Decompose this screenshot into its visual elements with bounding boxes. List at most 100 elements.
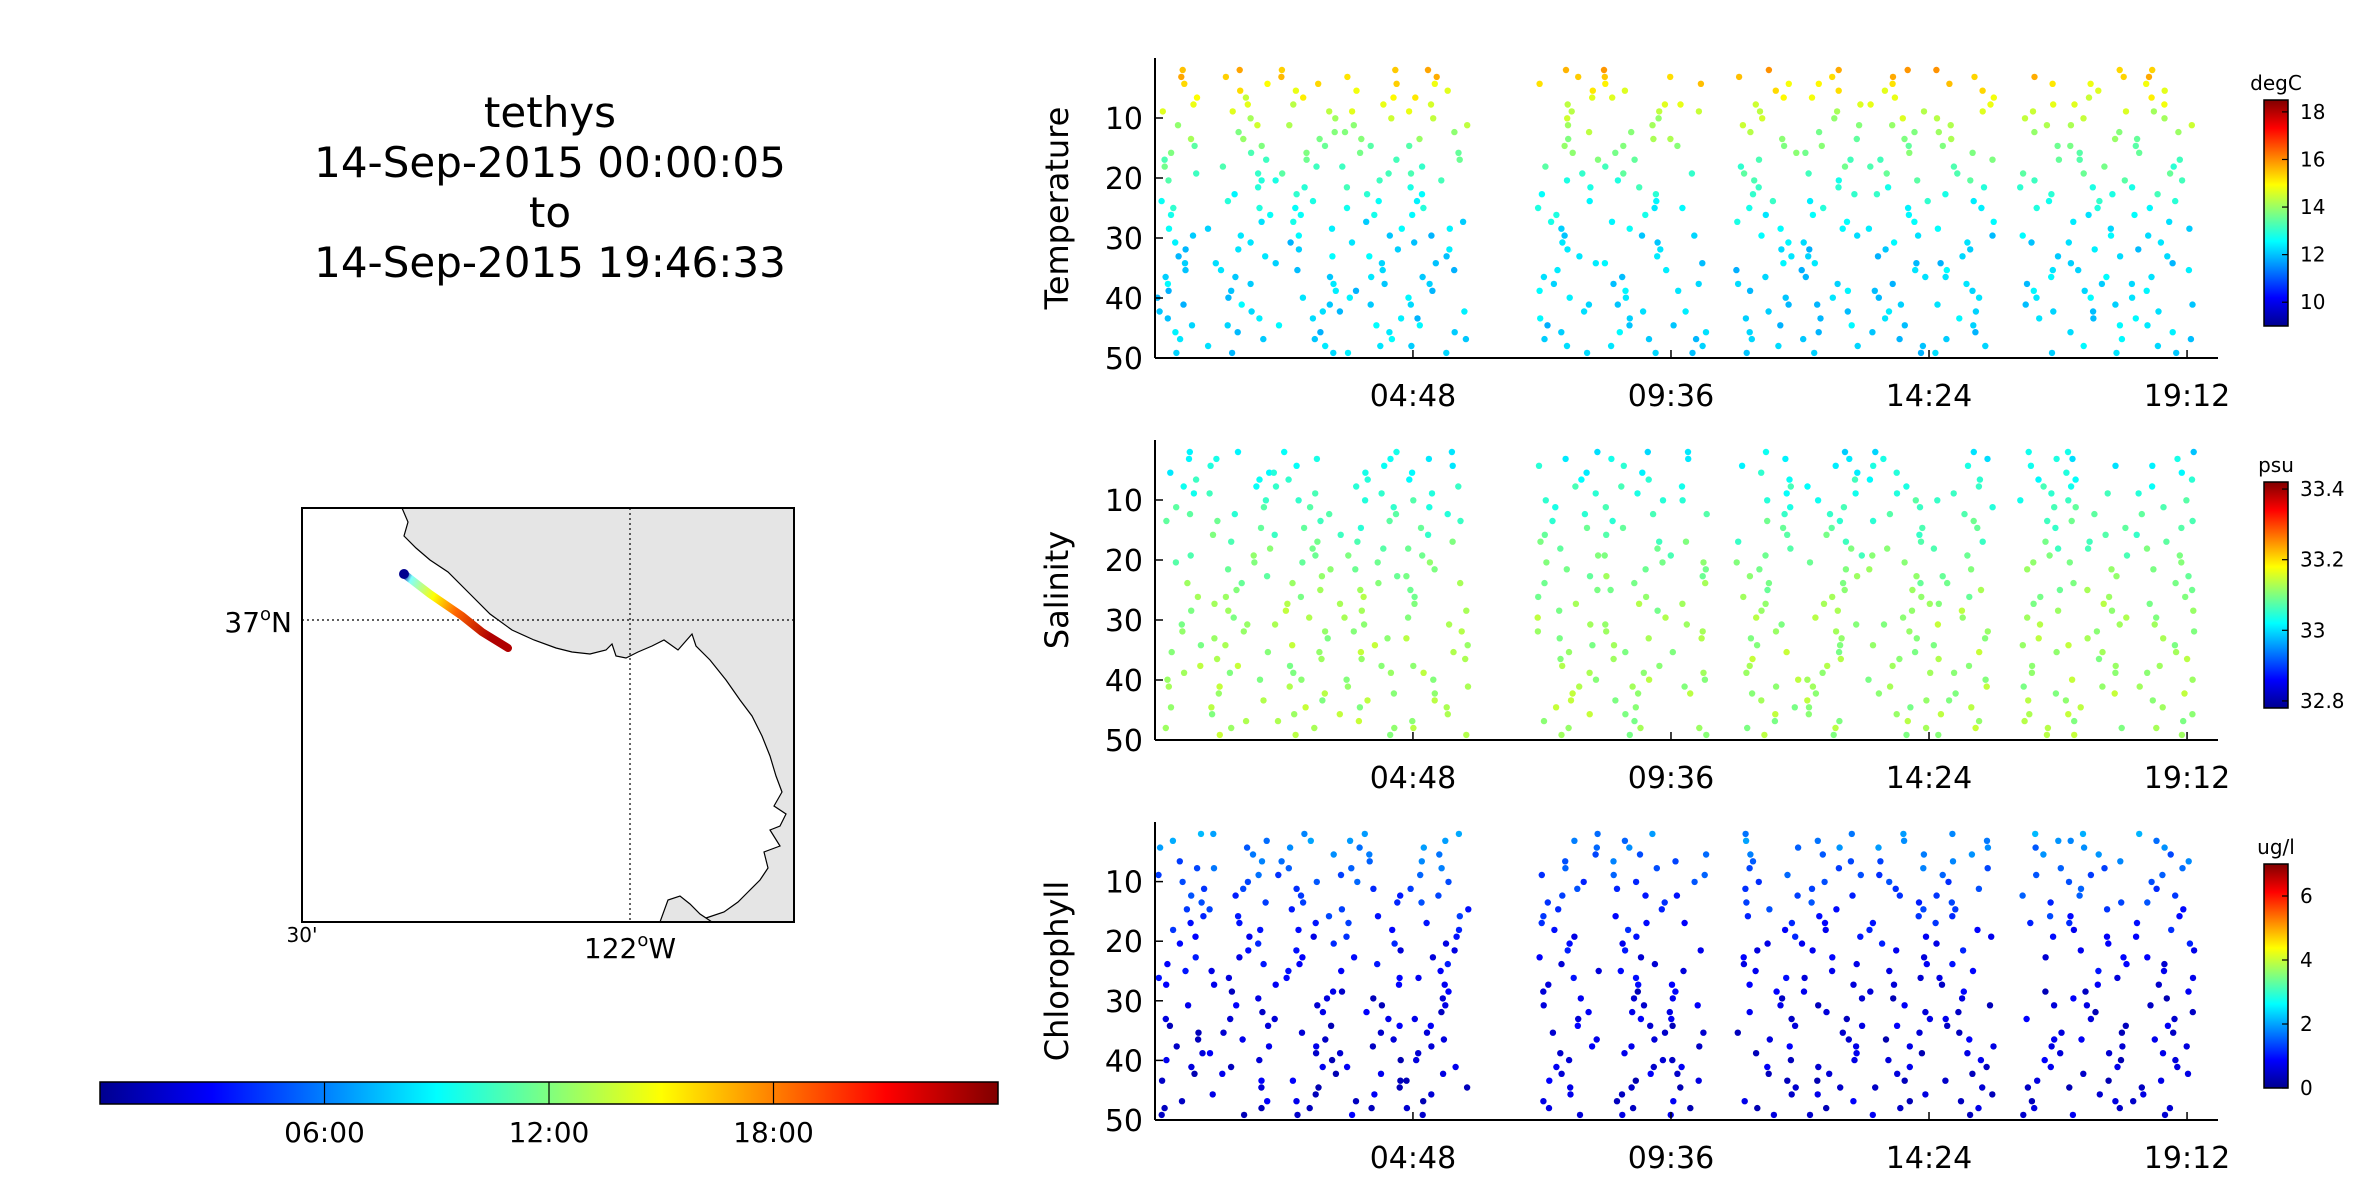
data-point <box>1869 517 1877 525</box>
data-point <box>1658 906 1666 913</box>
data-point <box>1820 204 1827 212</box>
data-point <box>2157 1077 2165 1084</box>
data-point <box>1187 919 1194 927</box>
data-point <box>1540 913 1547 920</box>
data-point <box>1449 538 1456 545</box>
data-point <box>1638 232 1646 239</box>
data-point <box>2101 865 2108 872</box>
data-point <box>1654 607 1661 614</box>
data-point <box>1262 899 1269 906</box>
data-point <box>1325 913 1333 920</box>
data-point <box>2138 510 2145 518</box>
data-point <box>1632 1077 1640 1084</box>
data-point <box>2047 899 2054 906</box>
data-point <box>1681 919 1688 927</box>
data-point <box>1182 246 1189 253</box>
data-point <box>1227 1063 1235 1071</box>
data-point <box>1848 545 1855 552</box>
data-point <box>1920 108 1928 115</box>
data-point <box>1912 497 1920 504</box>
data-point <box>1812 690 1820 697</box>
data-point <box>2063 469 2070 476</box>
data-point <box>2105 1077 2112 1084</box>
data-point <box>2065 711 2072 718</box>
data-point <box>1179 628 1186 635</box>
data-point <box>1431 690 1439 697</box>
data-point <box>1846 455 1853 463</box>
data-point <box>1405 294 1412 301</box>
data-point <box>2062 697 2070 704</box>
data-point <box>1312 1091 1319 1098</box>
data-point <box>2159 1050 2167 1057</box>
data-point <box>2036 621 2044 628</box>
data-point <box>1558 960 1565 968</box>
data-point <box>1448 448 1456 456</box>
data-point <box>1413 197 1421 205</box>
data-point <box>1681 683 1688 690</box>
data-point <box>2019 170 2027 177</box>
data-point <box>2041 1056 2048 1064</box>
data-point <box>1344 73 1351 81</box>
data-point <box>1649 830 1656 838</box>
data-point <box>1854 342 1861 350</box>
data-point <box>1574 1022 1582 1029</box>
data-point <box>1756 566 1763 573</box>
data-point <box>1238 301 1245 308</box>
data-point <box>1784 1077 1791 1084</box>
data-point <box>1626 844 1633 851</box>
data-point <box>1759 115 1766 122</box>
data-point <box>2120 73 2127 81</box>
data-point <box>1438 865 1445 872</box>
data-point <box>1403 1104 1411 1112</box>
data-point <box>2183 655 2191 663</box>
data-point <box>1802 273 1810 281</box>
data-point <box>1420 1098 1427 1105</box>
data-point <box>2112 662 2119 670</box>
data-point <box>1227 1015 1234 1023</box>
data-point <box>2164 1022 2172 1029</box>
data-point <box>1594 830 1601 838</box>
data-point <box>1446 225 1454 232</box>
data-point <box>1444 510 1451 518</box>
data-point <box>1555 906 1562 913</box>
data-point <box>2118 1029 2126 1036</box>
data-point <box>2163 995 2170 1002</box>
data-point <box>1823 1104 1830 1112</box>
data-point <box>1455 149 1462 156</box>
data-point <box>1552 704 1560 711</box>
data-point <box>1326 108 1333 115</box>
data-point <box>1744 913 1752 920</box>
data-point <box>1808 885 1816 892</box>
data-point <box>1254 184 1262 191</box>
data-point <box>1271 531 1278 538</box>
data-point <box>1661 101 1669 108</box>
data-point <box>1313 163 1320 170</box>
data-point <box>1939 142 1947 150</box>
data-point <box>2054 545 2062 552</box>
data-point <box>1285 476 1292 483</box>
data-point <box>1369 1043 1377 1050</box>
x-tick-label: 19:12 <box>2144 761 2230 796</box>
data-point <box>1622 294 1630 301</box>
data-point <box>2048 191 2055 198</box>
data-point <box>1636 851 1644 858</box>
data-point <box>2103 933 2111 940</box>
data-point <box>1441 981 1448 988</box>
data-point <box>2023 280 2031 288</box>
data-point <box>2178 177 2186 184</box>
data-point <box>1765 1070 1772 1078</box>
data-point <box>1415 1050 1422 1057</box>
data-point <box>1976 476 1984 483</box>
data-point <box>1787 1056 1795 1064</box>
data-point <box>1254 122 1261 129</box>
data-point <box>1806 246 1813 253</box>
data-point <box>1267 211 1274 219</box>
data-point <box>1746 287 1754 294</box>
data-point <box>1907 704 1914 711</box>
data-point <box>1781 926 1789 934</box>
data-point <box>1642 892 1649 899</box>
data-point <box>1853 621 1860 628</box>
data-point <box>1613 1098 1621 1105</box>
data-point <box>1695 108 1703 115</box>
